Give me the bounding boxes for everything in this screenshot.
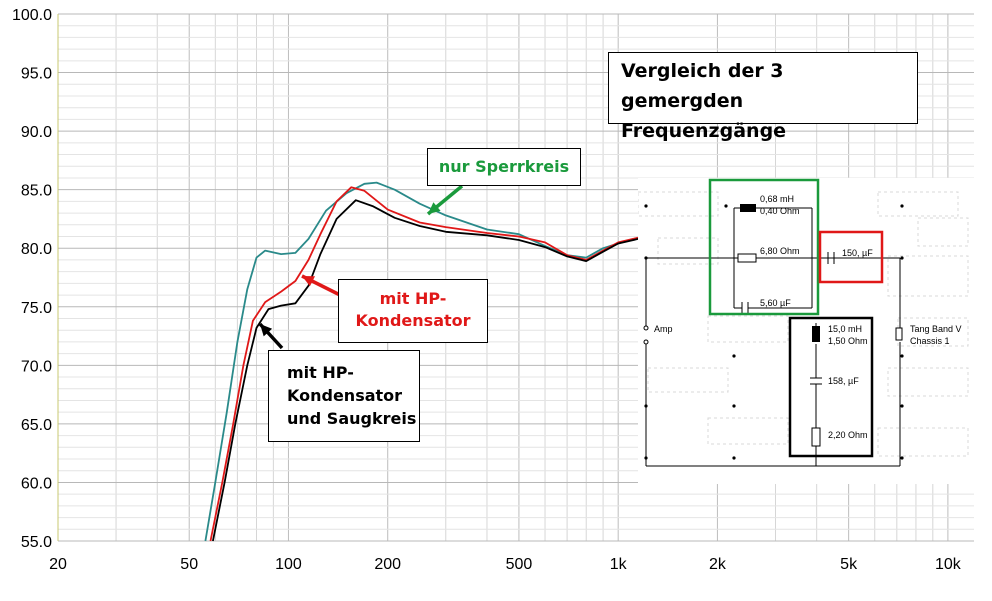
l1-resistance: 0,40 Ohm (760, 206, 800, 216)
x-tick-label: 20 (49, 556, 67, 573)
arrow-sperrkreis-head (428, 202, 441, 214)
arrow-hp-kondensator-head (302, 276, 315, 287)
x-tick-label: 500 (506, 556, 533, 573)
chart-title-line2: Frequenzgänge (621, 120, 787, 142)
hp-kondensator-highlight-box (818, 230, 884, 284)
c3-value: 158, µF (828, 376, 859, 386)
label-red-line2: Kondensator (355, 311, 471, 330)
saugkreis-highlight-box (788, 316, 874, 458)
label-black-line3: und Saugkreis (287, 409, 417, 428)
y-tick-label: 85.0 (21, 183, 52, 200)
crossover-circuit-diagram: 0,68 mH 0,40 Ohm 6,80 Ohm 5,60 µF 150, µ… (637, 178, 974, 484)
label-black-line1: mit HP- (287, 363, 354, 382)
series-line (212, 199, 639, 542)
y-tick-label: 95.0 (21, 66, 52, 83)
x-tick-label: 100 (275, 556, 302, 573)
series-layer (204, 181, 639, 542)
label-hp-kondensator-saugkreis: mit HP- Kondensator und Saugkreis (268, 350, 420, 442)
y-tick-label: 90.0 (21, 124, 52, 141)
x-tick-label: 10k (935, 556, 962, 573)
r1-value: 6,80 Ohm (760, 246, 800, 256)
series-line (209, 186, 639, 542)
y-tick-label: 75.0 (21, 300, 52, 317)
amp-label: Amp (654, 324, 673, 334)
label-black-line2: Kondensator (287, 386, 403, 405)
label-sperrkreis: nur Sperrkreis (427, 148, 581, 186)
x-tick-label: 2k (709, 556, 727, 573)
axis-layer: 100.0 95.0 90.0 85.0 80.0 75.0 70.0 65.0 60.0 55.… (12, 7, 962, 573)
y-tick-label: 70.0 (21, 358, 52, 375)
y-tick-label: 100.0 (12, 7, 52, 24)
y-tick-label: 65.0 (21, 417, 52, 434)
y-tick-label: 80.0 (21, 241, 52, 258)
chart-title-box: Vergleich der 3 gemergden Frequenzgänge (608, 52, 918, 142)
chart-title-line1: Vergleich der 3 gemergden (621, 60, 784, 112)
speaker-label-line1: Tang Band V (910, 324, 962, 334)
y-tick-label: 60.0 (21, 475, 52, 492)
l2-resistance: 1,50 Ohm (828, 336, 868, 346)
arrow-saugkreis-head (260, 324, 273, 337)
x-tick-label: 5k (840, 556, 858, 573)
r2-value: 2,20 Ohm (828, 430, 868, 440)
y-tick-label: 55.0 (21, 534, 52, 551)
c2-value: 150, µF (842, 248, 873, 258)
x-tick-label: 1k (610, 556, 628, 573)
l2-value: 15,0 mH (828, 324, 862, 334)
speaker-label-line2: Chassis 1 (910, 336, 950, 346)
l1-value: 0,68 mH (760, 194, 794, 204)
label-red-line1: mit HP- (379, 289, 447, 308)
label-hp-kondensator: mit HP- Kondensator (338, 279, 488, 343)
sperrkreis-highlight-box (708, 178, 820, 316)
c1-value: 5,60 µF (760, 298, 791, 308)
x-tick-label: 50 (180, 556, 198, 573)
x-tick-label: 200 (374, 556, 401, 573)
